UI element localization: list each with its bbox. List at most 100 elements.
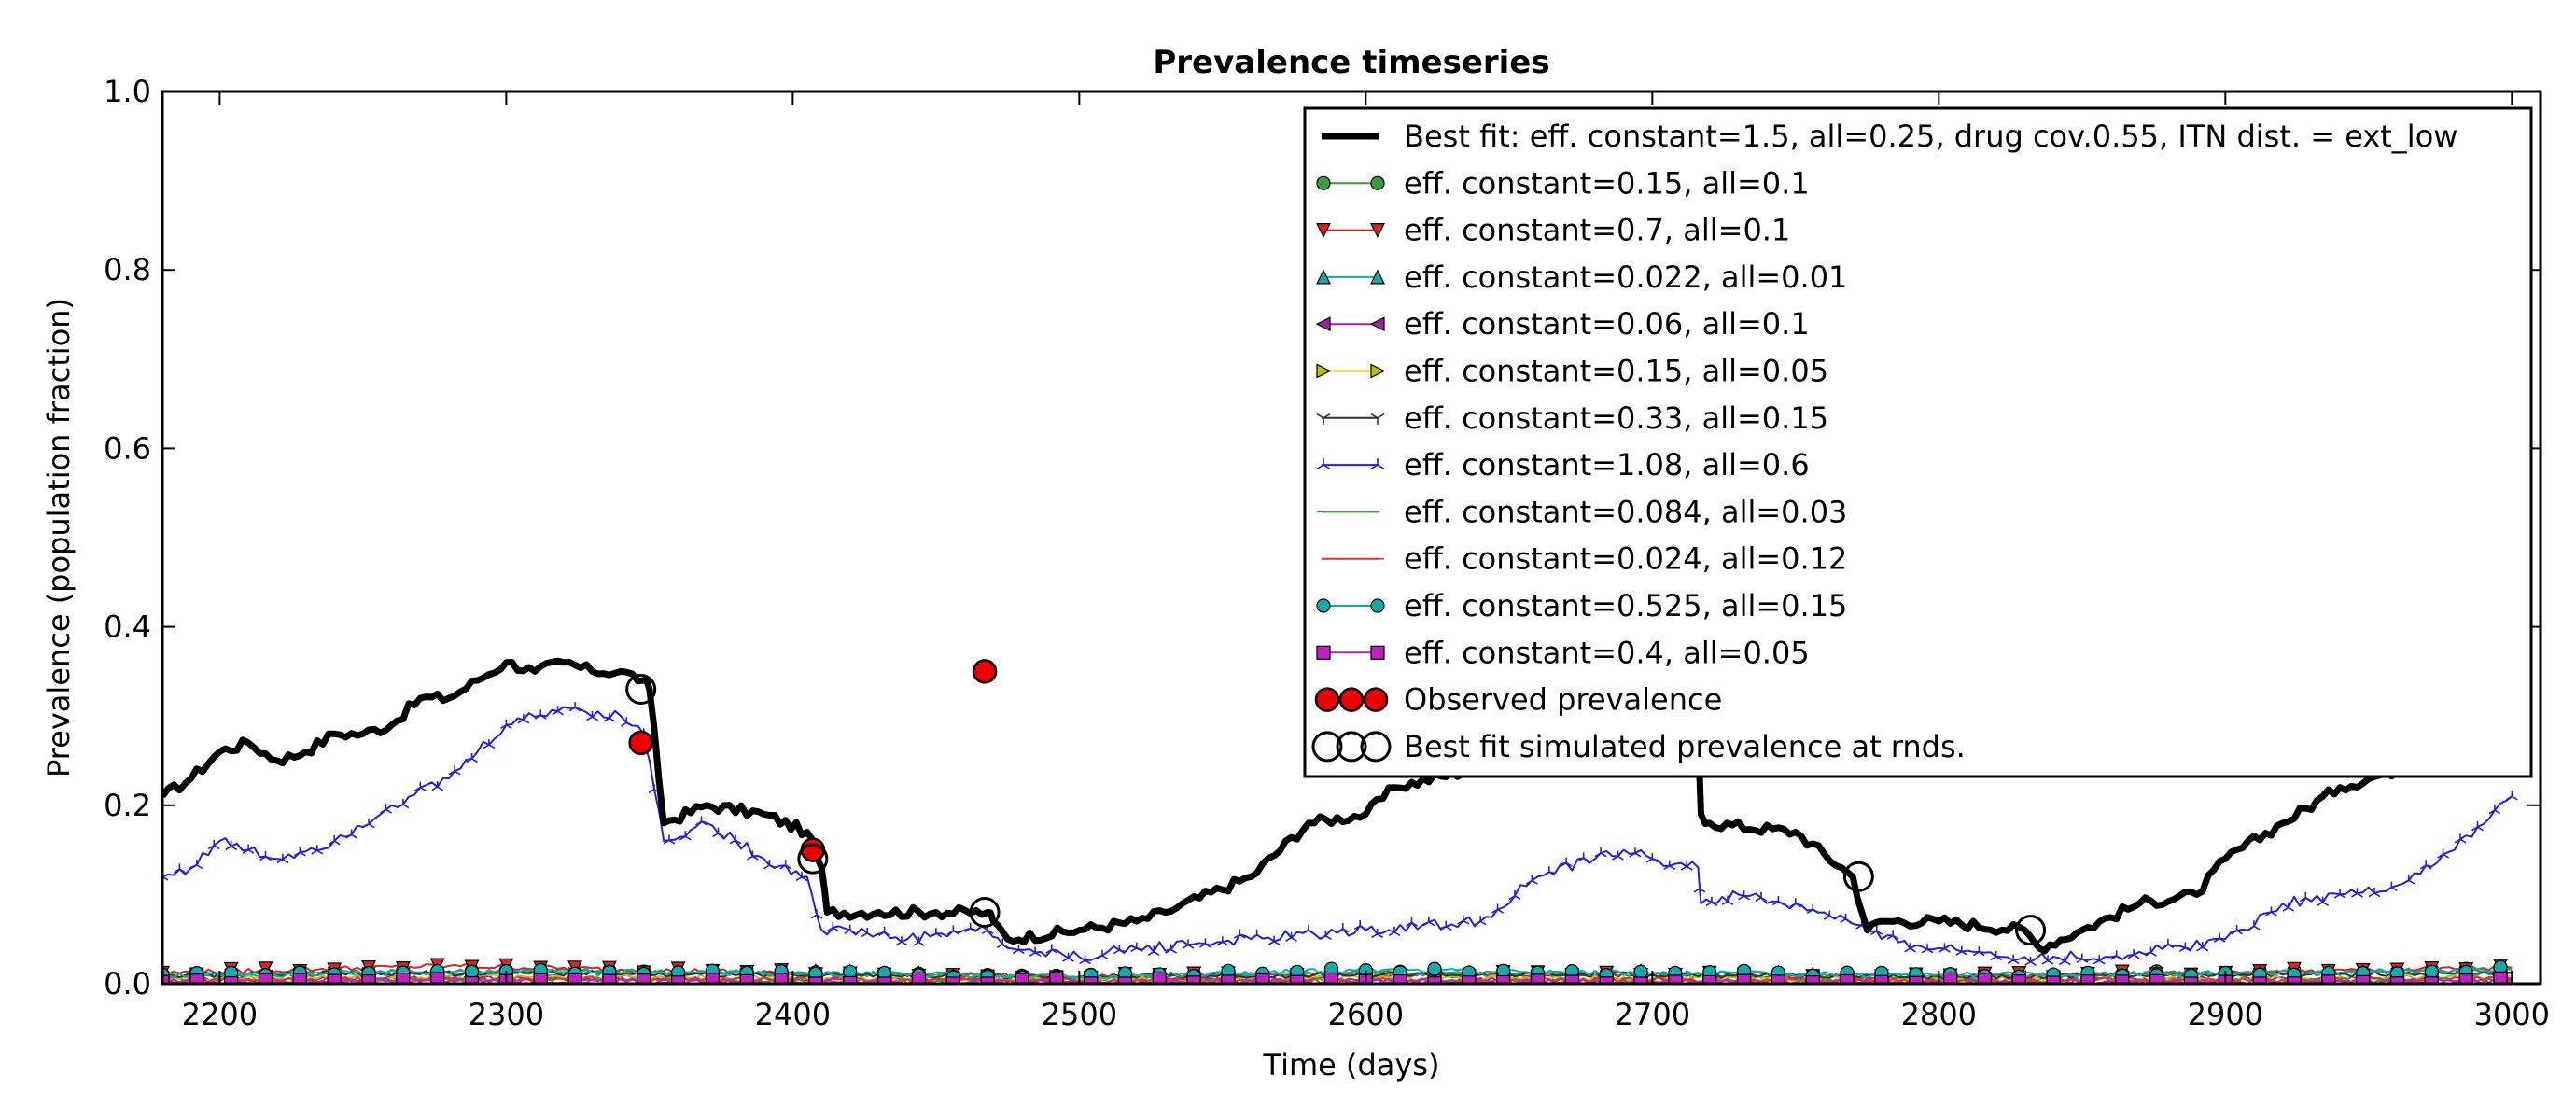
series-point-7-stroke	[1285, 937, 1292, 943]
series-point-7-stroke	[2098, 959, 2106, 965]
legend-entry: eff. constant=0.022, all=0.01	[1316, 259, 1847, 295]
series-point-7	[1045, 944, 1058, 954]
series-point-7-stroke	[1165, 948, 1172, 954]
x-axis: 2200 2300 2400 2500 2600 2700 2800 2900 3000	[182, 91, 2550, 1032]
series-point-7-stroke	[884, 931, 891, 937]
best-fit-round-point	[797, 843, 829, 875]
legend-label: eff. constant=0.022, all=0.01	[1404, 259, 1847, 295]
legend-entry: eff. constant=0.525, all=0.15	[1316, 588, 1847, 623]
series-point-11	[2321, 974, 2336, 984]
x-tick-label: 2600	[1328, 997, 1404, 1032]
series-point-7	[996, 938, 1009, 948]
legend-marker	[1370, 458, 1385, 469]
series-point-7-stroke	[1738, 895, 1744, 901]
series-point-7-stroke	[1393, 931, 1401, 937]
series-point-7	[2385, 881, 2398, 891]
series-point-7-stroke	[2505, 795, 2513, 801]
series-point-11	[1736, 973, 1752, 984]
series-point-7-stroke	[795, 876, 803, 882]
series-point-7	[2419, 860, 2432, 870]
series-point-7-stroke	[1233, 933, 1240, 939]
series-point-7-stroke	[1324, 935, 1332, 941]
series-point-7-stroke	[746, 855, 753, 861]
series-point-7-stroke	[1823, 915, 1830, 920]
series-point-7	[913, 936, 925, 946]
series-point-7-stroke	[1216, 941, 1224, 946]
series-point-7-stroke	[242, 848, 249, 854]
y-axis: 0.0 0.2 0.4 0.6 0.8 1.0	[104, 74, 2541, 1001]
series-point-7	[695, 816, 707, 826]
series-point-7-stroke	[1548, 871, 1556, 876]
series-point-7	[293, 847, 306, 857]
series-point-11	[2458, 973, 2473, 984]
series-point-7-stroke	[1267, 940, 1275, 945]
series-point-7	[1233, 929, 1246, 939]
series-point-7-stroke	[1068, 957, 1074, 962]
series-point-7	[2041, 955, 2054, 965]
series-point-7-stroke	[2047, 959, 2054, 965]
series-point-7-stroke	[1118, 949, 1126, 955]
y-tick-label: 0.6	[104, 430, 151, 466]
series-point-7-stroke	[1845, 918, 1852, 924]
legend-entry: Best fit: eff. constant=1.5, all=0.25, d…	[1322, 119, 2457, 154]
legend-entry: Observed prevalence	[1314, 682, 1722, 718]
series-point-7-stroke	[1013, 949, 1019, 955]
series-point-7-stroke	[2110, 955, 2118, 960]
series-point-7	[225, 840, 238, 851]
legend-marker	[1316, 269, 1331, 285]
series-point-11	[2356, 974, 2371, 984]
series-point-7-stroke	[946, 930, 954, 935]
series-point-7	[1721, 895, 1734, 905]
legend-marker	[1316, 413, 1331, 425]
series-point-7-stroke	[952, 930, 959, 935]
series-point-7	[2231, 925, 2244, 935]
series-point-7-stroke	[1583, 857, 1590, 862]
series-point-7	[2247, 920, 2261, 931]
series-point-7-stroke	[735, 839, 742, 845]
series-point-7-stroke	[196, 864, 203, 870]
series-point-7-stroke	[648, 789, 655, 794]
legend-marker	[1360, 731, 1392, 763]
series-point-7-stroke	[2184, 946, 2191, 952]
series-point-7-stroke	[2373, 892, 2381, 898]
series-point-7-stroke	[2333, 893, 2341, 899]
series-point-7-stroke	[1926, 948, 1934, 954]
series-point-7	[2368, 887, 2381, 898]
series-point-7-stroke	[712, 833, 719, 838]
series-point-7-stroke	[1651, 858, 1659, 863]
legend-marker-stroke	[1377, 464, 1385, 469]
series-point-7-stroke	[362, 823, 370, 829]
series-point-7-stroke	[1721, 901, 1729, 905]
series-point-7	[1319, 930, 1332, 941]
series-point-7-stroke	[668, 839, 676, 845]
best-fit-round-point	[625, 674, 657, 706]
series-point-7-stroke	[895, 941, 903, 946]
series-point-7	[1439, 920, 1452, 931]
series-point-7-stroke	[1371, 933, 1379, 939]
series-point-7-stroke	[2288, 906, 2295, 912]
series-point-7-stroke	[1828, 915, 1836, 920]
series-point-7-stroke	[488, 744, 496, 749]
y-tick-label: 0.4	[104, 609, 151, 645]
series-point-7-stroke	[2488, 809, 2496, 815]
series-point-7	[795, 871, 808, 882]
series-point-7	[1079, 954, 1091, 965]
series-point-7	[2058, 955, 2071, 966]
series-point-7	[2488, 805, 2501, 815]
series-point-7-stroke	[413, 787, 421, 791]
series-point-7-stroke	[1273, 940, 1281, 945]
series-point-7-stroke	[1876, 930, 1883, 935]
series-point-7-stroke	[259, 856, 266, 861]
observed-point	[972, 659, 998, 684]
observed-point	[628, 730, 653, 756]
legend-entry: eff. constant=0.06, all=0.1	[1315, 306, 1810, 342]
series-point-7-stroke	[861, 932, 868, 938]
series-point-11	[1702, 974, 1717, 984]
series-point-7	[1823, 910, 1836, 920]
series-point-7-stroke	[1693, 888, 1701, 893]
series-point-11	[1977, 973, 1993, 984]
series-point-7	[1216, 936, 1229, 946]
series-point-7	[276, 853, 289, 864]
series-point-7	[2196, 942, 2209, 952]
